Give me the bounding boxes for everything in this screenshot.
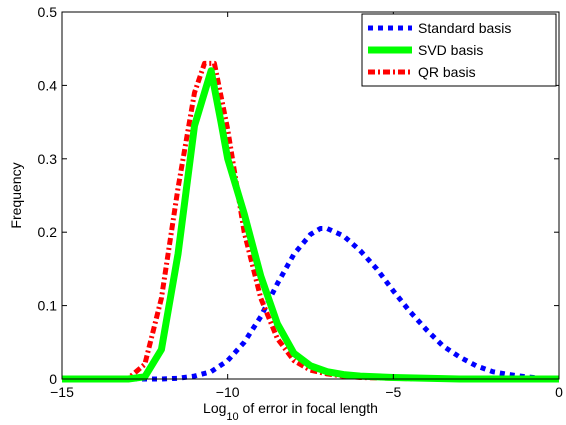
series-line-svd-basis bbox=[62, 67, 559, 383]
x-tick-label: −15 bbox=[50, 384, 74, 400]
series-line-standard-basis bbox=[62, 226, 560, 382]
svg-text:Log10 of error in focal length: Log10 of error in focal length bbox=[203, 400, 378, 423]
x-axis-label-suffix: of error in focal length bbox=[239, 400, 378, 416]
legend-label-svd-basis: SVD basis bbox=[418, 42, 483, 58]
legend-label-standard-basis: Standard basis bbox=[418, 20, 511, 36]
x-axis-label-subscript: 10 bbox=[226, 411, 238, 423]
x-axis-label: Log10 of error in focal length bbox=[203, 400, 378, 423]
plot-frame bbox=[61, 11, 560, 380]
y-tick-label: 0.2 bbox=[38, 224, 58, 240]
legend-label-qr-basis: QR basis bbox=[418, 64, 476, 80]
legend: Standard basis SVD basis QR basis bbox=[361, 13, 557, 87]
y-tick-label: 0.5 bbox=[38, 4, 58, 20]
x-tick-label: −5 bbox=[385, 384, 401, 400]
y-tick-label: 0.3 bbox=[38, 151, 58, 167]
tick-layer: −15 −10 −5 0 0 0.1 0.2 0.3 0.4 0.5 bbox=[38, 4, 564, 400]
y-tick-label: 0.1 bbox=[38, 298, 58, 314]
y-tick-label: 0 bbox=[49, 371, 57, 387]
x-tick-label: −10 bbox=[216, 384, 240, 400]
y-axis-label: Frequency bbox=[8, 162, 24, 228]
y-tick-label: 0.4 bbox=[38, 77, 58, 93]
x-tick-label: 0 bbox=[555, 384, 563, 400]
x-axis-label-prefix: Log bbox=[203, 400, 226, 416]
